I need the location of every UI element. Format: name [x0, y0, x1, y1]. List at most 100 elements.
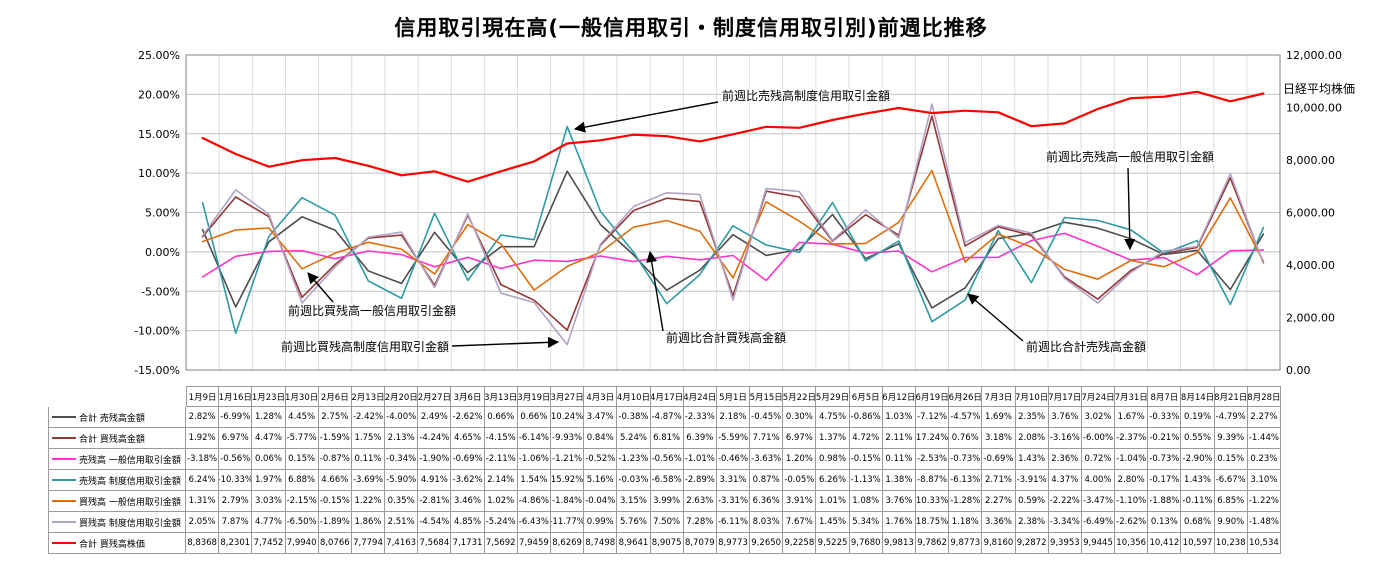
value-cell: -2.33% [683, 407, 717, 428]
value-cell: -3.34% [1048, 512, 1082, 533]
value-cell: 1.01% [816, 491, 850, 512]
value-cell: 2.75% [318, 407, 352, 428]
value-cell: 0.98% [816, 449, 850, 470]
value-cell: 4.75% [816, 407, 850, 428]
value-cell: 7,4163 [385, 533, 419, 554]
date-cell: 3月19日 [517, 386, 551, 407]
value-cell: 1.97% [252, 470, 286, 491]
value-cell: 10.33% [916, 491, 950, 512]
chart-title: 信用取引現在高(一般信用取引・制度信用取引別)前週比推移 [394, 16, 988, 40]
value-cell: -2.90% [1181, 449, 1215, 470]
value-cell: 4.47% [252, 428, 286, 449]
value-cell: 4.37% [1048, 470, 1082, 491]
value-cell: -0.03% [617, 470, 651, 491]
value-cell: 2.18% [716, 407, 751, 428]
annotations: 前週比売残高制度信用取引金額 日経平均株価前週比売残高一般信用取引金額前週比買残高… [280, 80, 1357, 356]
value-cell: 7.71% [750, 428, 784, 449]
value-cell: 3.91% [783, 491, 817, 512]
value-cell: -0.05% [783, 470, 817, 491]
value-cell: -0.73% [949, 449, 983, 470]
value-cell: 2.36% [1048, 449, 1082, 470]
value-cell: 2.11% [882, 428, 916, 449]
value-cell: -4.57% [949, 407, 983, 428]
value-cell: 9,7862 [916, 533, 950, 554]
value-cell: 1.75% [351, 428, 386, 449]
right-axis-tick-label: 2,000.00 [1286, 312, 1335, 325]
date-cell: 6月5日 [849, 386, 883, 407]
series-line-6 [201, 90, 1265, 183]
value-cell: -1.01% [683, 449, 717, 470]
value-cell: -3.47% [1081, 491, 1116, 512]
value-cell: 0.30% [783, 407, 817, 428]
date-cell: 8月7日 [1148, 386, 1182, 407]
left-axis-tick-label: 25.00% [138, 49, 180, 62]
value-cell: 1.43% [1015, 449, 1049, 470]
value-cell: 10,597 [1181, 533, 1215, 554]
value-cell: 15.92% [551, 470, 585, 491]
left-axis-tick-label: 15.00% [138, 128, 180, 141]
annotation-arrow [451, 336, 560, 348]
value-cell: 2.35% [1015, 407, 1049, 428]
date-cell: 4月3日 [584, 386, 618, 407]
value-cell: -6.11% [716, 512, 751, 533]
date-cell: 2月27日 [418, 386, 452, 407]
value-cell: 1.43% [1181, 470, 1215, 491]
date-cell: 6月19日 [916, 386, 950, 407]
value-cell: 1.18% [949, 512, 983, 533]
value-cell: 2.05% [186, 512, 220, 533]
value-cell: 3.47% [584, 407, 618, 428]
value-cell: 0.87% [750, 470, 784, 491]
legend-label: 買残高 制度信用取引金額 [79, 518, 181, 529]
value-cell: -0.56% [219, 449, 253, 470]
value-cell: -0.17% [1148, 470, 1182, 491]
value-cell: 0.99% [584, 512, 618, 533]
value-cell: -0.11% [1181, 491, 1215, 512]
value-cell: -3.69% [351, 470, 386, 491]
value-cell: -2.11% [484, 449, 518, 470]
value-cell: 2.49% [418, 407, 452, 428]
series-line-5 [201, 103, 1265, 346]
chart-area: 25.00% 20.00% 15.00% 10.00% 5.00% 0.00% -5.00%… [134, 49, 1357, 377]
right-axis-tick-label: 0.00 [1286, 364, 1311, 377]
value-cell: -2.22% [1048, 491, 1082, 512]
value-cell: 9,7680 [849, 533, 883, 554]
value-cell: 9,8160 [982, 533, 1016, 554]
date-cell: 7月17日 [1048, 386, 1082, 407]
value-cell: 1.69% [982, 407, 1016, 428]
value-cell: 2.80% [1115, 470, 1149, 491]
value-cell: 5.24% [617, 428, 651, 449]
value-cell: 9,2258 [783, 533, 817, 554]
date-cell: 2月6日 [318, 386, 352, 407]
value-cell: 3.31% [716, 470, 751, 491]
value-cell: 1.38% [882, 470, 916, 491]
value-cell: 0.68% [1181, 512, 1215, 533]
value-cell: 0.55% [1181, 428, 1215, 449]
left-axis-tick-label: 0.00% [145, 246, 180, 259]
value-cell: 9.39% [1214, 428, 1248, 449]
value-cell: 0.15% [285, 449, 319, 470]
series-line-4 [201, 169, 1265, 291]
value-cell: 10,412 [1148, 533, 1182, 554]
legend-cell: 売残高 一般信用取引金額 [48, 449, 186, 470]
date-cell: 4月17日 [650, 386, 684, 407]
value-cell: 7,1731 [451, 533, 485, 554]
value-cell: 1.03% [882, 407, 916, 428]
value-cell: -0.87% [318, 449, 352, 470]
value-cell: 8,9075 [650, 533, 684, 554]
value-cell: -0.21% [1148, 428, 1182, 449]
plot-border [185, 54, 1281, 371]
legend-label: 合計 売残高金額 [79, 413, 145, 424]
value-cell: -1.89% [318, 512, 352, 533]
value-cell: 8,9641 [617, 533, 651, 554]
date-cell: 2月20日 [385, 386, 419, 407]
value-cell: -5.59% [716, 428, 751, 449]
value-cell: 7,5692 [484, 533, 518, 554]
value-cell: -5.90% [385, 470, 419, 491]
value-cell: 10,534 [1247, 533, 1281, 554]
value-cell: 7,9940 [285, 533, 319, 554]
value-cell: 10,238 [1214, 533, 1248, 554]
value-cell: 0.59% [1015, 491, 1049, 512]
value-cell: -1.06% [517, 449, 551, 470]
value-cell: 3.15% [617, 491, 651, 512]
date-cell: 3月13日 [484, 386, 518, 407]
